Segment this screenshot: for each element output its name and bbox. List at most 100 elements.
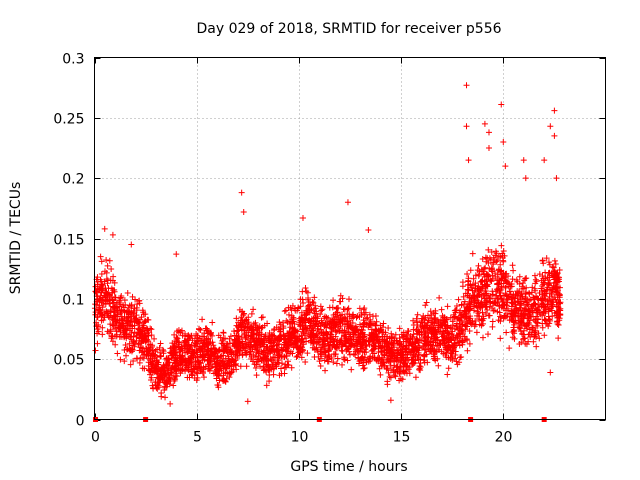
data-point <box>417 367 424 374</box>
data-point <box>110 308 117 315</box>
data-point <box>165 368 172 375</box>
data-point <box>113 300 120 307</box>
data-point <box>107 300 114 307</box>
data-point <box>526 326 533 333</box>
data-point <box>207 329 214 336</box>
data-point <box>154 358 161 365</box>
data-point <box>432 331 439 338</box>
data-point <box>522 340 529 347</box>
data-point <box>206 340 213 347</box>
data-point <box>317 311 324 318</box>
data-point <box>556 290 563 297</box>
data-point <box>312 302 319 309</box>
data-point <box>551 273 558 280</box>
data-point <box>296 345 303 352</box>
data-point <box>483 258 490 265</box>
data-point <box>118 307 125 314</box>
data-point <box>501 252 508 259</box>
data-point <box>414 354 421 361</box>
data-point <box>531 285 538 292</box>
data-point <box>292 328 299 335</box>
data-point <box>352 340 359 347</box>
data-point <box>479 255 486 262</box>
data-point <box>269 335 276 342</box>
data-point <box>132 315 139 322</box>
data-point <box>512 310 519 317</box>
data-point <box>215 332 222 339</box>
data-point <box>94 340 101 347</box>
data-point <box>168 369 175 376</box>
data-point <box>339 327 346 334</box>
data-point <box>497 261 504 268</box>
data-point <box>189 337 196 344</box>
y-axis-label: SRMTID / TECUs <box>8 182 24 295</box>
data-point <box>241 341 248 348</box>
data-point <box>268 357 275 364</box>
data-point <box>400 357 407 364</box>
data-point <box>200 374 207 381</box>
data-point <box>502 277 509 284</box>
data-point <box>228 369 235 376</box>
data-point <box>257 342 264 349</box>
data-point <box>533 334 540 341</box>
data-point <box>219 337 226 344</box>
data-point <box>420 325 427 332</box>
data-point <box>526 291 533 298</box>
data-point <box>536 271 543 278</box>
data-point <box>236 341 243 348</box>
data-point <box>210 342 217 349</box>
data-point <box>231 361 238 368</box>
data-point <box>368 326 375 333</box>
data-point <box>193 343 200 350</box>
data-point <box>265 366 272 373</box>
data-point <box>245 314 252 321</box>
data-point <box>465 278 472 285</box>
data-point <box>343 347 350 354</box>
data-point <box>359 348 366 355</box>
data-point <box>123 309 130 316</box>
data-point <box>155 382 162 389</box>
data-point <box>238 323 245 330</box>
data-point <box>322 367 329 374</box>
data-point <box>410 352 417 359</box>
data-point <box>311 322 318 329</box>
data-point <box>205 347 212 354</box>
data-point <box>92 283 99 290</box>
data-point <box>516 341 523 348</box>
data-point <box>510 318 517 325</box>
data-point <box>232 351 239 358</box>
data-point <box>468 284 475 291</box>
data-point <box>302 285 309 292</box>
data-point <box>496 303 503 310</box>
data-point <box>337 337 344 344</box>
data-point <box>421 346 428 353</box>
data-point <box>393 337 400 344</box>
data-point <box>145 316 152 323</box>
data-point <box>293 353 300 360</box>
data-point <box>297 303 304 310</box>
data-point <box>411 345 418 352</box>
data-point <box>530 338 537 345</box>
data-point <box>470 292 477 299</box>
data-point <box>453 307 460 314</box>
data-point <box>204 327 211 334</box>
data-point <box>125 304 132 311</box>
data-point <box>436 294 443 301</box>
data-point <box>371 345 378 352</box>
data-point <box>389 340 396 347</box>
data-point <box>232 362 239 369</box>
data-point <box>421 329 428 336</box>
data-point <box>276 341 283 348</box>
data-point <box>107 321 114 328</box>
data-point <box>377 371 384 378</box>
data-point <box>238 314 245 321</box>
data-point <box>123 352 130 359</box>
data-point <box>349 341 356 348</box>
data-point <box>479 309 486 316</box>
data-point <box>352 351 359 358</box>
data-point <box>233 315 240 322</box>
data-point <box>345 305 352 312</box>
data-point <box>168 355 175 362</box>
data-point <box>338 338 345 345</box>
